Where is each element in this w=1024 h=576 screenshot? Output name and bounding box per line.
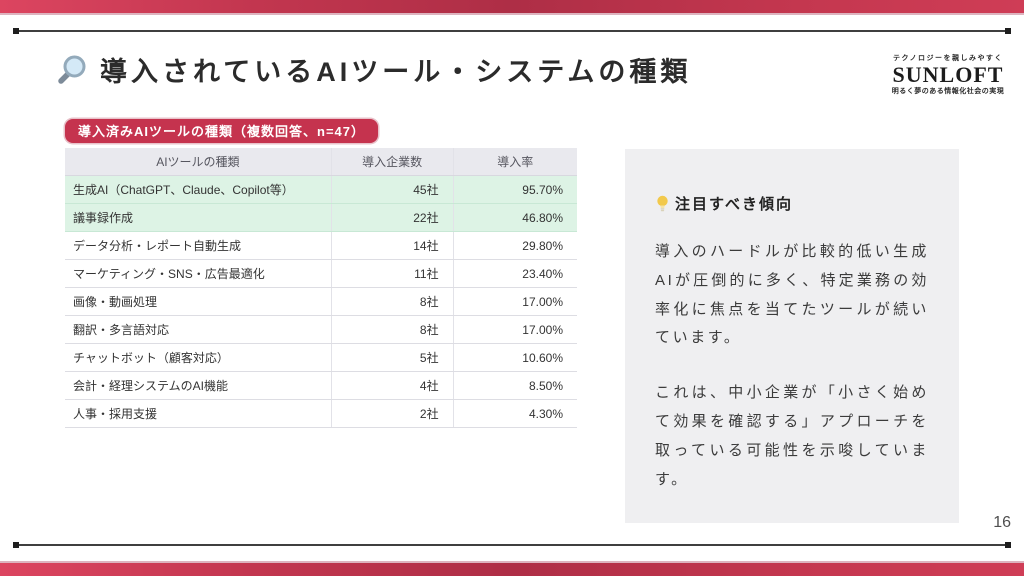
page-number: 16 bbox=[993, 514, 1011, 531]
magnifier-icon bbox=[58, 55, 86, 84]
cell-rate: 10.60% bbox=[452, 343, 577, 372]
cell-count: 11社 bbox=[330, 259, 454, 288]
slide-header: 導入されているAIツール・システムの種類 bbox=[54, 50, 691, 89]
insight-heading-text: 注目すべき傾向 bbox=[675, 196, 793, 213]
table-row: 画像・動画処理 8社 17.00% bbox=[65, 287, 577, 316]
cell-count: 2社 bbox=[330, 399, 454, 428]
insight-paragraph-1: 導入のハードルが比較的低い生成AIが圧倒的に多く、特定業務の効率化に焦点を当てた… bbox=[655, 243, 929, 347]
column-header-tool: AIツールの種類 bbox=[65, 148, 332, 176]
table-row: マーケティング・SNS・広告最適化 11社 23.40% bbox=[65, 259, 577, 288]
cell-rate: 4.30% bbox=[452, 399, 577, 428]
section-badge: 導入済みAIツールの種類（複数回答、n=47） bbox=[65, 119, 378, 143]
cell-rate: 29.80% bbox=[452, 231, 577, 260]
cell-tool: 会計・経理システムのAI機能 bbox=[65, 371, 332, 400]
insight-heading: 注目すべき傾向 bbox=[655, 193, 929, 214]
cell-tool: データ分析・レポート自動生成 bbox=[65, 231, 332, 260]
cell-tool: 翻訳・多言語対応 bbox=[65, 315, 332, 344]
table-row: 翻訳・多言語対応 8社 17.00% bbox=[65, 315, 577, 344]
cell-rate: 17.00% bbox=[452, 287, 577, 316]
page-title: 導入されているAIツール・システムの種類 bbox=[100, 57, 692, 87]
cell-count: 14社 bbox=[330, 231, 454, 260]
cell-count: 8社 bbox=[330, 315, 454, 344]
cell-count: 45社 bbox=[330, 175, 454, 204]
table-row: 生成AI（ChatGPT、Claude、Copilot等） 45社 95.70% bbox=[65, 175, 577, 204]
logo-name: SUNLOFT bbox=[892, 62, 1004, 87]
insight-paragraph-2: これは、中小企業が「小さく始めて効果を確認する」アプローチを取っている可能性を示… bbox=[655, 384, 929, 488]
cell-rate: 8.50% bbox=[452, 371, 577, 400]
table-row: 議事録作成 22社 46.80% bbox=[65, 203, 577, 232]
cell-tool: 生成AI（ChatGPT、Claude、Copilot等） bbox=[65, 175, 332, 204]
ai-tools-table: AIツールの種類 導入企業数 導入率 生成AI（ChatGPT、Claude、C… bbox=[65, 148, 577, 428]
cell-count: 4社 bbox=[330, 371, 454, 400]
cell-tool: 画像・動画処理 bbox=[65, 287, 332, 316]
logo-tagline-top: テクノロジーを親しみやすく bbox=[892, 55, 1004, 62]
company-logo: テクノロジーを親しみやすく SUNLOFT 明るく夢のある情報化社会の実現 bbox=[884, 53, 1012, 96]
insight-panel: 注目すべき傾向 導入のハードルが比較的低い生成AIが圧倒的に多く、特定業務の効率… bbox=[625, 149, 959, 523]
cell-rate: 17.00% bbox=[452, 315, 577, 344]
table-row: チャットボット（顧客対応） 5社 10.60% bbox=[65, 343, 577, 372]
bottom-divider-line bbox=[13, 542, 1011, 548]
table-row: 会計・経理システムのAI機能 4社 8.50% bbox=[65, 371, 577, 400]
cell-rate: 46.80% bbox=[452, 203, 577, 232]
cell-tool: マーケティング・SNS・広告最適化 bbox=[65, 259, 332, 288]
cell-count: 5社 bbox=[330, 343, 454, 372]
column-header-count: 導入企業数 bbox=[330, 148, 454, 176]
cell-rate: 95.70% bbox=[452, 175, 577, 204]
cell-tool: 人事・採用支援 bbox=[65, 399, 332, 428]
table-row: データ分析・レポート自動生成 14社 29.80% bbox=[65, 231, 577, 260]
cell-count: 8社 bbox=[330, 287, 454, 316]
column-header-rate: 導入率 bbox=[452, 148, 577, 176]
cell-rate: 23.40% bbox=[452, 259, 577, 288]
table-header-row: AIツールの種類 導入企業数 導入率 bbox=[65, 148, 577, 176]
cell-tool: 議事録作成 bbox=[65, 203, 332, 232]
cell-count: 22社 bbox=[330, 203, 454, 232]
lightbulb-icon bbox=[657, 195, 668, 212]
bottom-accent-bar bbox=[0, 561, 1024, 576]
top-divider-line bbox=[13, 28, 1011, 34]
cell-tool: チャットボット（顧客対応） bbox=[65, 343, 332, 372]
top-accent-bar bbox=[0, 0, 1024, 15]
table-row: 人事・採用支援 2社 4.30% bbox=[65, 399, 577, 428]
logo-tagline-bottom: 明るく夢のある情報化社会の実現 bbox=[891, 88, 1005, 96]
